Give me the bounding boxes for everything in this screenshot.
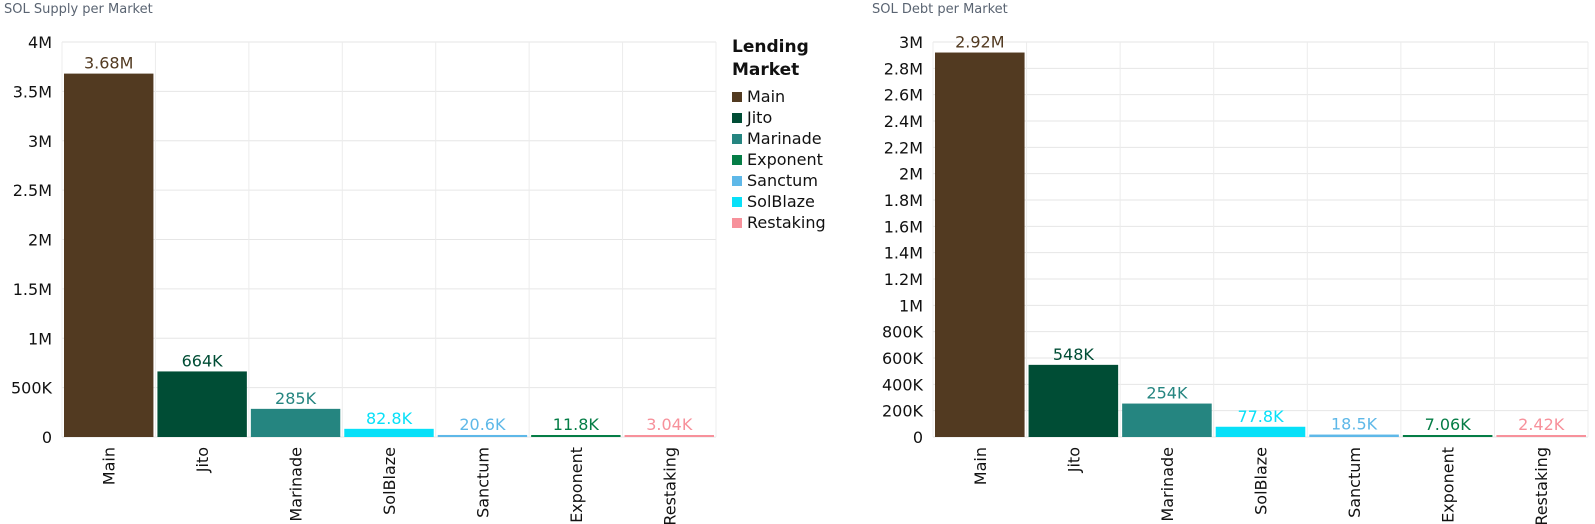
supply-bar-solblaze[interactable]: [344, 428, 434, 437]
legend-label: Main: [747, 87, 786, 106]
supply-ytick-label: 2.5M: [13, 181, 52, 200]
debt-ytick-label: 2.2M: [884, 138, 923, 157]
supply-data-label: 3.68M: [84, 54, 133, 73]
supply-data-label: 285K: [275, 389, 317, 408]
debt-ytick-label: 1M: [899, 296, 923, 315]
supply-bar-restaking[interactable]: [624, 435, 714, 437]
debt-ytick-label: 1.8M: [884, 191, 923, 210]
debt-data-label: 18.5K: [1331, 415, 1378, 434]
debt-data-label: 7.06K: [1425, 415, 1472, 434]
supply-chart-title: SOL Supply per Market: [4, 2, 153, 17]
supply-data-label: 82.8K: [366, 409, 413, 428]
debt-category-label: Exponent: [1439, 447, 1458, 523]
legend: Lending Market Main Jito Marinade Exponent S…: [732, 36, 842, 233]
debt-chart-title: SOL Debt per Market: [872, 2, 1008, 17]
debt-data-label: 2.92M: [955, 33, 1004, 52]
debt-ytick-label: 2M: [899, 165, 923, 184]
legend-items: Main Jito Marinade Exponent Sanctum SolBlaze R…: [732, 86, 842, 233]
debt-ytick-label: 2.6M: [884, 86, 923, 105]
debt-bar-sanctum[interactable]: [1309, 434, 1399, 437]
supply-category-label: Jito: [193, 447, 212, 473]
supply-ytick-label: 1M: [28, 329, 52, 348]
debt-bar-main[interactable]: [935, 52, 1025, 438]
supply-bar-exponent[interactable]: [531, 435, 621, 437]
legend-item-solblaze[interactable]: SolBlaze: [732, 191, 842, 212]
legend-label: Restaking: [747, 213, 826, 232]
supply-bar-marinade[interactable]: [250, 408, 341, 437]
legend-label: Marinade: [747, 129, 822, 148]
supply-ytick-label: 1.5M: [13, 280, 52, 299]
debt-category-label: Sanctum: [1345, 447, 1364, 518]
debt-category-label: Jito: [1064, 447, 1083, 473]
debt-ytick-label: 1.2M: [884, 270, 923, 289]
legend-swatch: [732, 91, 742, 102]
debt-bar-restaking[interactable]: [1496, 435, 1586, 437]
supply-ytick-label: 0: [42, 428, 52, 447]
supply-ytick-label: 2M: [28, 231, 52, 250]
legend-item-sanctum[interactable]: Sanctum: [732, 170, 842, 191]
legend-label: SolBlaze: [747, 192, 815, 211]
supply-data-label: 11.8K: [553, 415, 600, 434]
debt-ytick-label: 200K: [882, 402, 924, 421]
debt-bar-jito[interactable]: [1028, 364, 1119, 437]
debt-data-label: 77.8K: [1237, 407, 1284, 426]
debt-ytick-label: 3M: [899, 33, 923, 52]
debt-bar-solblaze[interactable]: [1215, 426, 1306, 437]
legend-label: Jito: [747, 108, 773, 127]
debt-ytick-label: 2.8M: [884, 59, 923, 78]
debt-chart: 0 200K 400K 600K 800K 1M 1.2M 1.4M 1.6M 1.8M 2M 2.2…: [882, 33, 1589, 524]
debt-bar-marinade[interactable]: [1122, 403, 1212, 437]
legend-swatch: [732, 196, 742, 207]
legend-swatch: [732, 112, 742, 123]
supply-data-label: 20.6K: [459, 415, 506, 434]
debt-ytick-label: 2.4M: [884, 112, 923, 131]
legend-swatch: [732, 175, 742, 186]
legend-swatch: [732, 154, 742, 165]
debt-ytick-label: 0: [913, 428, 923, 447]
debt-ytick-label: 1.6M: [884, 217, 923, 236]
legend-swatch: [732, 217, 742, 228]
supply-category-label: Main: [100, 447, 119, 485]
supply-bar-sanctum[interactable]: [437, 434, 528, 437]
debt-category-label: Main: [971, 447, 990, 485]
legend-item-main[interactable]: Main: [732, 86, 842, 107]
debt-ytick-label: 600K: [882, 349, 924, 368]
supply-category-label: Sanctum: [473, 447, 492, 518]
supply-ytick-label: 4M: [28, 33, 52, 52]
legend-swatch: [732, 133, 742, 144]
debt-data-label: 548K: [1053, 345, 1095, 364]
supply-category-label: Exponent: [567, 447, 586, 523]
supply-ytick-label: 500K: [11, 379, 53, 398]
legend-label: Sanctum: [747, 171, 818, 190]
legend-label: Exponent: [747, 150, 823, 169]
supply-category-label: Marinade: [287, 447, 306, 522]
debt-category-label: Marinade: [1158, 447, 1177, 522]
debt-data-label: 2.42K: [1518, 415, 1565, 434]
legend-item-restaking[interactable]: Restaking: [732, 212, 842, 233]
supply-ytick-label: 3.5M: [13, 82, 52, 101]
supply-category-label: Restaking: [660, 447, 679, 524]
supply-data-label: 3.04K: [646, 415, 693, 434]
debt-ytick-label: 400K: [882, 375, 924, 394]
legend-item-marinade[interactable]: Marinade: [732, 128, 842, 149]
supply-data-label: 664K: [182, 351, 224, 370]
legend-item-jito[interactable]: Jito: [732, 107, 842, 128]
legend-item-exponent[interactable]: Exponent: [732, 149, 842, 170]
debt-ytick-label: 1.4M: [884, 244, 923, 263]
supply-category-label: SolBlaze: [380, 447, 399, 515]
debt-data-label: 254K: [1146, 384, 1188, 403]
debt-ytick-label: 800K: [882, 323, 924, 342]
supply-ytick-label: 3M: [28, 132, 52, 151]
debt-bar-exponent[interactable]: [1402, 435, 1493, 437]
supply-bar-main[interactable]: [64, 73, 154, 437]
debt-category-label: Restaking: [1532, 447, 1551, 524]
legend-title: Lending Market: [732, 37, 809, 80]
supply-chart: 0 500K 1M 1.5M 2M 2.5M 3M 3.5M 4M 3.68M Main 664K Ji…: [11, 33, 717, 524]
supply-bar-jito[interactable]: [157, 371, 247, 437]
debt-category-label: SolBlaze: [1252, 447, 1271, 515]
